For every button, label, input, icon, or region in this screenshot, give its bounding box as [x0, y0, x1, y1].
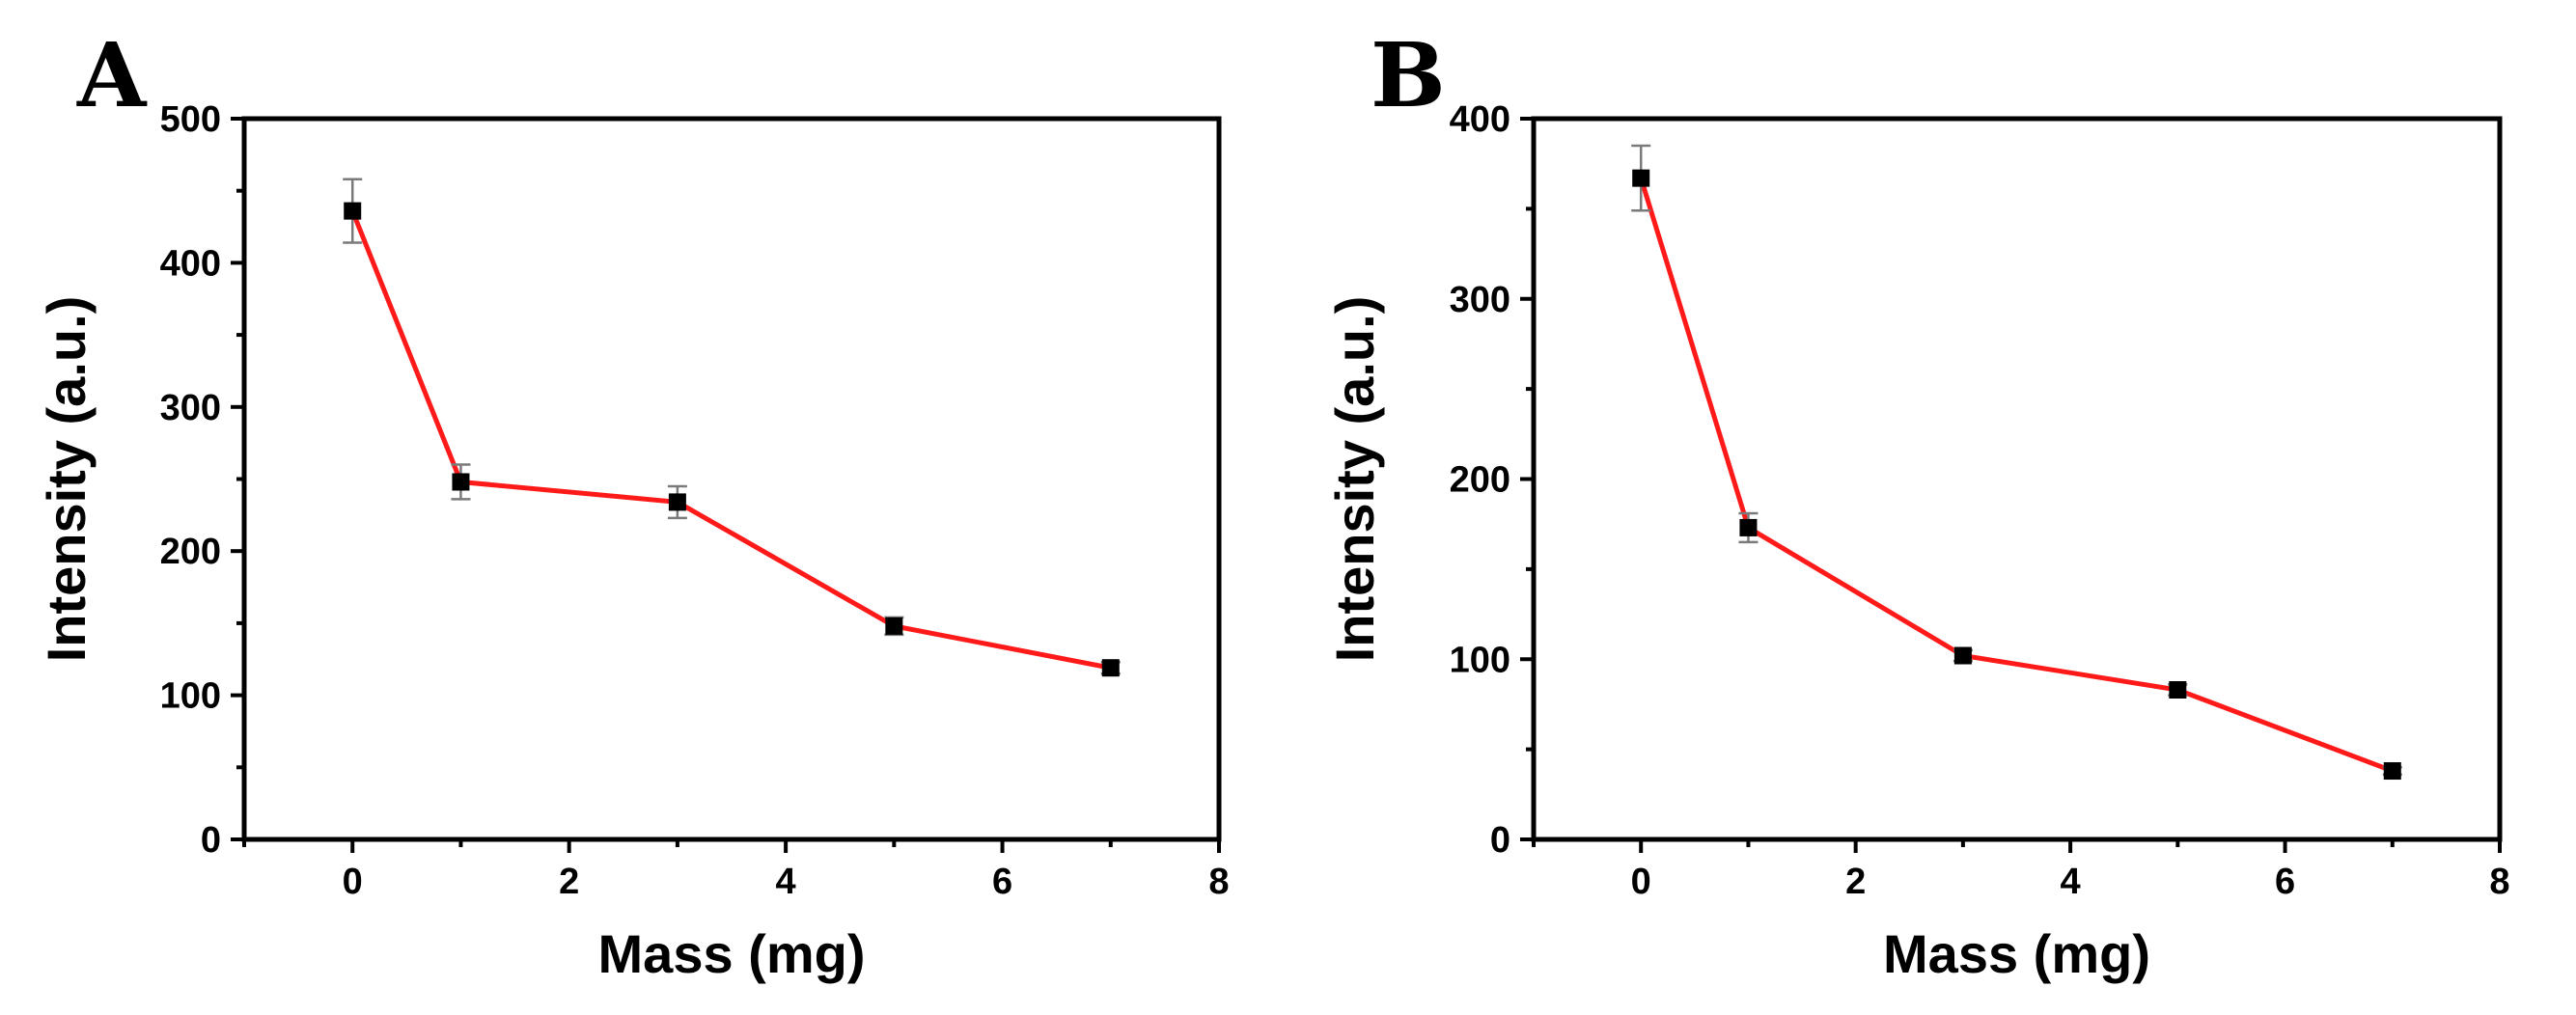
series-line	[1638, 177, 2394, 774]
y-tick-label: 500	[160, 99, 221, 140]
x-axis-title: Mass (mg)	[598, 923, 866, 984]
data-point	[885, 617, 903, 635]
data-point	[344, 202, 362, 220]
x-tick-label: 6	[992, 862, 1012, 902]
plot-frame	[241, 116, 1222, 842]
y-tick-label: 200	[160, 532, 221, 572]
y-axis-title: Intensity (a.u.)	[36, 296, 97, 663]
data-point	[2383, 762, 2401, 781]
y-tick-label: 400	[1450, 99, 1510, 140]
x-tick-label: 0	[1631, 862, 1651, 902]
x-tick-label: 2	[1845, 862, 1866, 902]
x-tick-label: 4	[2061, 862, 2081, 902]
panel-label: B	[1371, 23, 1446, 127]
plot-frame	[1531, 116, 2503, 842]
x-tick-label: 8	[2489, 862, 2509, 902]
x-tick-label: 8	[1208, 862, 1229, 902]
panel-label: A	[76, 23, 148, 127]
y-axis-title: Intensity (a.u.)	[1324, 296, 1385, 663]
chart-panel-b: B 0 100 200 300 400 0 2 4 6 8 Mass (mg) Intensity (a…	[1324, 23, 2510, 984]
y-tick-label: 100	[160, 676, 221, 717]
data-point	[1101, 659, 1120, 677]
x-axis-title: Mass (mg)	[1883, 923, 2150, 984]
y-tick-label: 0	[1490, 820, 1510, 861]
y-tick-label: 0	[201, 820, 221, 861]
series-line	[349, 209, 1112, 671]
y-tick-label: 400	[160, 243, 221, 284]
data-point	[1632, 169, 1650, 187]
y-tick-label: 200	[1450, 460, 1510, 501]
x-tick-label: 0	[343, 862, 363, 902]
y-tick-label: 300	[160, 388, 221, 428]
chart-panel-a: A 0 100 200 300 400 500 0 2 4 6 8 Mass (mg) Intensity…	[36, 23, 1230, 984]
x-tick-label: 2	[559, 862, 579, 902]
data-point	[452, 473, 470, 491]
data-point	[1953, 646, 1972, 665]
x-tick-label: 4	[776, 862, 796, 902]
y-tick-label: 300	[1450, 280, 1510, 320]
x-tick-label: 6	[2275, 862, 2295, 902]
data-point	[2169, 680, 2187, 699]
data-point	[668, 493, 686, 511]
y-tick-label: 100	[1450, 640, 1510, 680]
data-point	[1739, 518, 1758, 536]
